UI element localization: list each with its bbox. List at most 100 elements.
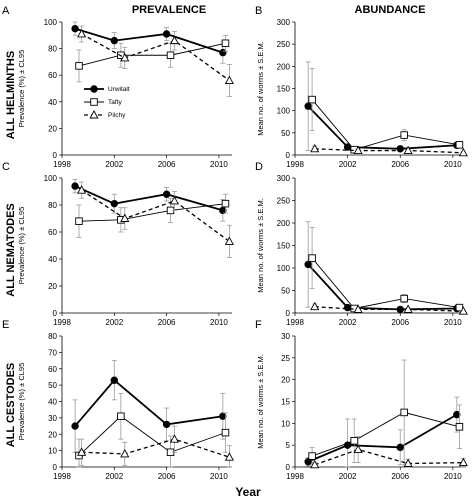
data-point [71, 182, 79, 190]
panel-d-abundance-nematodes: 0 50 100 150 200 250 300 1998 2002 2006 2010 Mean n… [255, 161, 468, 327]
data-point [458, 306, 468, 315]
y-tick-label: 50 [48, 381, 57, 390]
row-label-cestodes: ALL CESTODES [5, 363, 17, 448]
column-title-prevalence: PREVALENCE [132, 4, 206, 16]
y-tick-label: 250 [277, 197, 291, 206]
data-point [400, 131, 408, 139]
x-axis-label: Year [235, 485, 261, 499]
data-point [308, 452, 316, 460]
series-pilchy [77, 425, 234, 468]
x-tick-label: 1998 [53, 160, 71, 169]
series-tafty [308, 68, 464, 154]
x-tick-label: 1998 [53, 472, 71, 481]
data-point [221, 39, 230, 48]
series-line [81, 189, 230, 242]
series-pilchy [77, 25, 234, 97]
y-tick-label: 200 [277, 219, 291, 228]
y-tick-label: 250 [277, 40, 291, 49]
y-tick-label: 0 [286, 151, 291, 160]
y-tick-label: 10 [281, 419, 290, 428]
panel-e-prevalence-cestodes: 0 10 20 30 40 50 60 70 80 1998 2002 2006 2010 Prevale… [2, 319, 234, 481]
y-tick-label: 50 [281, 129, 290, 138]
data-point [162, 190, 171, 198]
x-tick-label: 2006 [158, 160, 176, 169]
y-axis-label: Prevalence (%) ± CL95 [17, 50, 26, 127]
y-tick-label: 15 [281, 398, 290, 407]
y-axis-label: Prevalence (%) ± CL95 [17, 207, 26, 284]
x-tick-label: 2006 [391, 160, 409, 169]
y-tick-label: 20 [281, 376, 290, 385]
y-tick-label: 100 [44, 174, 58, 183]
data-point [75, 217, 83, 225]
data-point [304, 102, 312, 110]
x-tick-label: 2002 [105, 160, 123, 169]
y-tick-label: 20 [48, 124, 57, 133]
y-tick-label: 60 [48, 71, 57, 80]
y-tick-label: 50 [281, 287, 290, 296]
data-point [77, 447, 87, 456]
data-point [221, 428, 230, 437]
y-tick-label: 0 [53, 151, 58, 160]
series-line [78, 203, 226, 222]
x-tick-label: 2002 [105, 318, 123, 327]
data-point [396, 443, 404, 452]
data-point [304, 458, 312, 466]
x-tick-label: 2006 [158, 318, 176, 327]
x-tick-label: 1998 [286, 472, 304, 481]
data-point [458, 457, 468, 467]
data-point [403, 304, 413, 313]
x-tick-label: 2010 [210, 318, 228, 327]
series-pilchy [310, 143, 468, 157]
series-tafty [75, 34, 230, 83]
series-line [314, 148, 464, 154]
series-urwitalt [304, 61, 461, 153]
y-tick-label: 40 [48, 255, 57, 264]
series-line [74, 27, 224, 54]
y-tick-label: 10 [48, 447, 57, 456]
y-tick-label: 40 [48, 98, 57, 107]
data-point [310, 459, 320, 469]
data-point [162, 420, 171, 429]
y-tick-label: 60 [48, 228, 57, 237]
column-title-abundance: ABUNDANCE [355, 4, 426, 16]
y-tick-label: 20 [48, 282, 57, 291]
panel-letter: A [2, 5, 10, 17]
series-line [307, 263, 457, 311]
data-point [224, 236, 234, 245]
y-tick-label: 25 [281, 354, 290, 363]
series-urwitalt [71, 360, 227, 453]
y-tick-label: 20 [48, 430, 57, 439]
series-urwitalt [304, 221, 461, 314]
panel-letter: E [2, 319, 9, 331]
y-tick-label: 60 [48, 365, 57, 374]
y-axis-label: Mean no. of worms ± S.E.M. [256, 41, 265, 136]
panel-letter: B [255, 5, 262, 17]
legend: Urwitalt Tafty Pilchy [84, 85, 130, 119]
y-tick-label: 0 [53, 309, 58, 318]
series-line [311, 99, 460, 151]
panel-letter: F [255, 319, 262, 331]
x-tick-label: 2006 [391, 472, 409, 481]
x-tick-label: 1998 [286, 160, 304, 169]
y-tick-label: 300 [277, 174, 291, 183]
data-point [221, 199, 230, 208]
y-tick-label: 70 [48, 348, 57, 357]
series-pilchy [77, 181, 234, 259]
legend-label-tafty: Tafty [108, 99, 122, 106]
data-point [162, 30, 171, 38]
data-point [224, 75, 234, 84]
panel-a-prevalence-helminths: 0 20 40 60 80 100 1998 2002 2006 2010 Prevalence (… [2, 5, 234, 169]
panel-letter: C [2, 161, 10, 173]
y-tick-label: 5 [286, 441, 291, 450]
y-tick-label: 100 [44, 18, 58, 27]
x-tick-label: 2002 [339, 472, 357, 481]
y-tick-label: 0 [286, 463, 291, 472]
data-point [224, 452, 234, 461]
data-point [308, 95, 316, 104]
y-tick-label: 30 [48, 414, 57, 423]
data-point [120, 213, 130, 222]
y-tick-label: 0 [286, 309, 291, 318]
data-point [458, 147, 468, 157]
data-point [353, 304, 363, 313]
series-tafty [75, 193, 230, 238]
